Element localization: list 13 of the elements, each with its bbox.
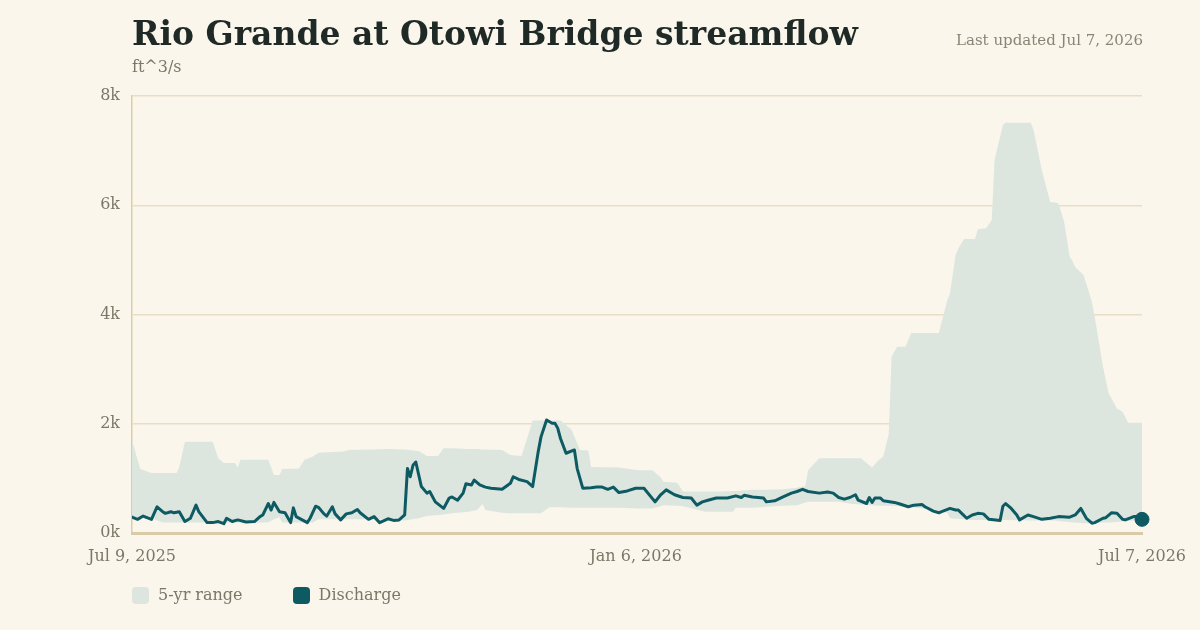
y-tick-label: 4k — [100, 303, 121, 323]
y-tick-label: 2k — [100, 412, 121, 432]
chart-title: Rio Grande at Otowi Bridge streamflow — [132, 14, 858, 53]
y-tick-label: 6k — [100, 194, 121, 214]
y-tick-label: 0k — [100, 522, 121, 542]
chart-subtitle: ft^3/s — [132, 56, 182, 78]
text: Last updated Jul 7, 2026 — [956, 30, 1143, 50]
legend-label: 5-yr range — [158, 585, 243, 605]
x-tick-label: Jul 9, 2025 — [86, 545, 176, 565]
y-tick-label: 8k — [100, 85, 121, 105]
x-tick-label: Jan 6, 2026 — [587, 545, 682, 565]
legend-label: Discharge — [318, 585, 401, 605]
x-tick-label: Jul 7, 2026 — [1096, 545, 1186, 565]
